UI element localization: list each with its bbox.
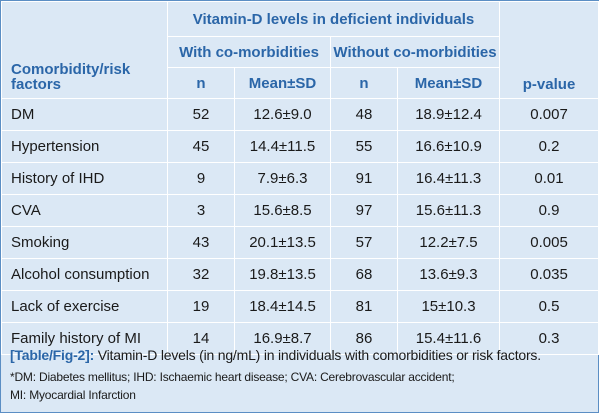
group-header: Vitamin-D levels in deficient individual… <box>166 1 501 37</box>
factor-cell: Smoking <box>1 226 168 259</box>
row-header: Comorbidity/risk factors <box>1 1 168 99</box>
n-without-cell: 57 <box>330 226 398 259</box>
pvalue-cell: 0.007 <box>499 98 599 131</box>
mean-with-cell: 19.8±13.5 <box>234 258 331 291</box>
mean-without-cell: 15±10.3 <box>396 290 501 323</box>
mean-with-cell: 18.4±14.5 <box>234 290 331 323</box>
abbreviation-note: MI: Myocardial Infarction <box>10 388 136 402</box>
mean-without-cell: 16.6±10.9 <box>396 130 501 163</box>
pvalue-cell: 0.2 <box>499 130 599 163</box>
table-row: DM 52 12.6±9.0 48 18.9±12.4 0.007 <box>1 98 599 131</box>
mean-with-cell: 20.1±13.5 <box>234 226 331 259</box>
n-without-header: n <box>330 67 398 99</box>
caption-text: Vitamin-D levels (in ng/mL) in individua… <box>94 347 541 363</box>
n-with-cell: 19 <box>167 290 235 323</box>
factor-cell: Hypertension <box>1 130 168 163</box>
pvalue-cell: 0.5 <box>499 290 599 323</box>
pvalue-cell: 0.005 <box>499 226 599 259</box>
n-without-cell: 91 <box>330 162 398 195</box>
n-without-cell: 81 <box>330 290 398 323</box>
factor-cell: CVA <box>1 194 168 227</box>
mean-with-cell: 14.4±11.5 <box>234 130 331 163</box>
table-row: Hypertension 45 14.4±11.5 55 16.6±10.9 0… <box>1 130 599 163</box>
mean-with-cell: 12.6±9.0 <box>234 98 331 131</box>
caption-tag: [Table/Fig-2]: <box>10 347 95 363</box>
mean-with-header: Mean±SD <box>234 67 331 99</box>
pvalue-cell: 0.3 <box>499 322 599 355</box>
n-without-cell: 48 <box>330 98 398 131</box>
mean-with-cell: 15.6±8.5 <box>234 194 331 227</box>
mean-without-cell: 16.4±11.3 <box>396 162 501 195</box>
n-with-header: n <box>167 67 235 99</box>
mean-without-cell: 12.2±7.5 <box>396 226 501 259</box>
mean-without-cell: 15.6±11.3 <box>396 194 501 227</box>
n-without-cell: 86 <box>330 322 398 355</box>
n-with-cell: 9 <box>167 162 235 195</box>
factor-cell: History of IHD <box>1 162 168 195</box>
mean-with-cell: 7.9±6.3 <box>234 162 331 195</box>
n-with-cell: 52 <box>167 98 235 131</box>
table-row: CVA 3 15.6±8.5 97 15.6±11.3 0.9 <box>1 194 599 227</box>
mean-without-cell: 18.9±12.4 <box>396 98 501 131</box>
pvalue-cell: 0.01 <box>499 162 599 195</box>
table-row: Lack of exercise 19 18.4±14.5 81 15±10.3… <box>1 290 599 323</box>
table-row: Smoking 43 20.1±13.5 57 12.2±7.5 0.005 <box>1 226 599 259</box>
table-row: History of IHD 9 7.9±6.3 91 16.4±11.3 0.… <box>1 162 599 195</box>
pvalue-cell: 0.9 <box>499 194 599 227</box>
mean-without-cell: 13.6±9.3 <box>396 258 501 291</box>
vitamin-d-table: Comorbidity/risk factors Vitamin-D level… <box>1 1 599 355</box>
table-caption: [Table/Fig-2]: Vitamin-D levels (in ng/m… <box>10 346 595 365</box>
pvalue-cell: 0.035 <box>499 258 599 291</box>
pvalue-header: p-value <box>499 1 599 99</box>
mean-without-header: Mean±SD <box>396 67 501 99</box>
table-row: Alcohol consumption 32 19.8±13.5 68 13.6… <box>1 258 599 291</box>
n-with-cell: 3 <box>167 194 235 227</box>
n-without-cell: 55 <box>330 130 398 163</box>
n-with-cell: 32 <box>167 258 235 291</box>
n-with-cell: 45 <box>167 130 235 163</box>
without-comorbidities-header: Without co-morbidities <box>329 36 501 68</box>
with-comorbidities-header: With co-morbidities <box>167 36 331 68</box>
factor-cell: Lack of exercise <box>1 290 168 323</box>
n-without-cell: 68 <box>330 258 398 291</box>
n-with-cell: 43 <box>167 226 235 259</box>
factor-cell: DM <box>1 98 168 131</box>
mean-without-cell: 15.4±11.6 <box>396 322 501 355</box>
n-with-cell: 14 <box>167 322 235 355</box>
abbreviation-note: *DM: Diabetes mellitus; IHD: Ischaemic h… <box>10 370 455 384</box>
table-row: Family history of MI 14 16.9±8.7 86 15.4… <box>1 322 599 355</box>
factor-cell: Family history of MI <box>1 322 168 355</box>
factor-cell: Alcohol consumption <box>1 258 168 291</box>
n-without-cell: 97 <box>330 194 398 227</box>
